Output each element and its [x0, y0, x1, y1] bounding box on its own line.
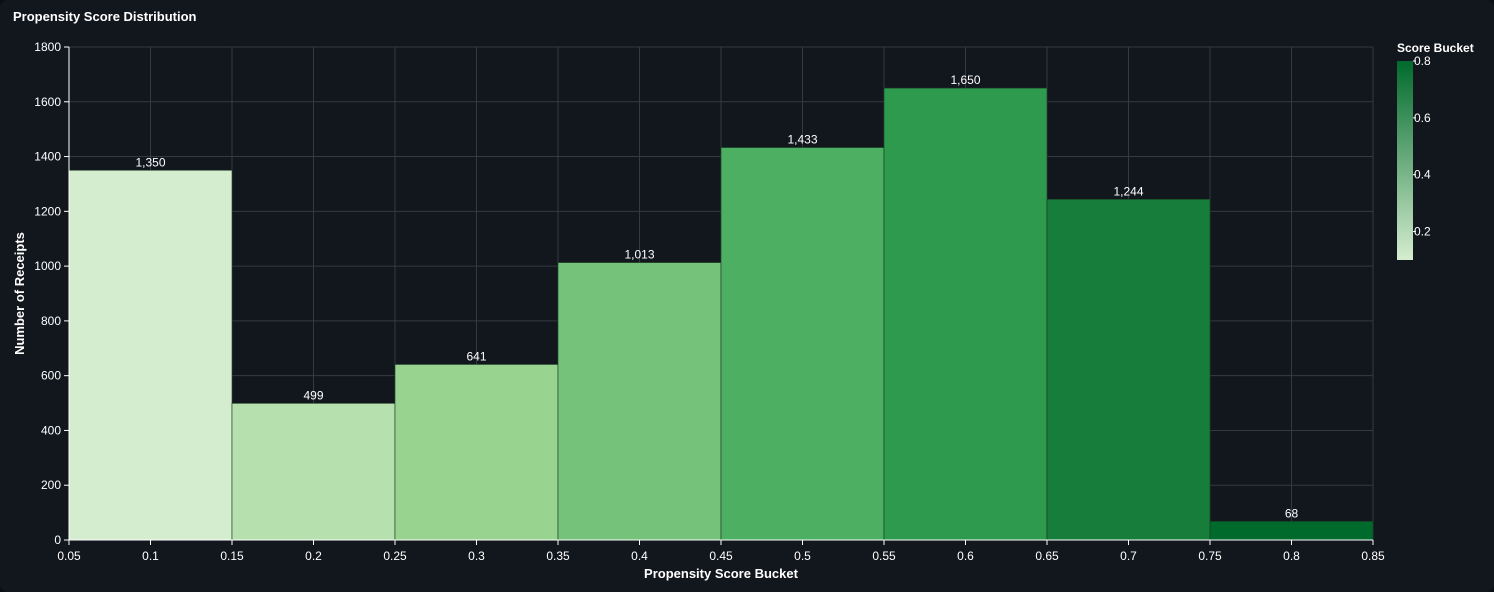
y-tick-label: 800 [41, 314, 61, 328]
legend-gradient-bar [1397, 61, 1413, 260]
y-tick-label: 1000 [34, 259, 61, 273]
x-tick-label: 0.25 [383, 549, 407, 563]
x-tick-label: 0.5 [794, 549, 811, 563]
legend-tick-label: 0.8 [1414, 54, 1431, 68]
legend-tick-label: 0.4 [1414, 168, 1431, 182]
color-legend: Score Bucket 0.2 0.4 0.6 0.8 [1397, 41, 1474, 260]
histogram-bar [1046, 198, 1211, 541]
y-tick-label: 1600 [34, 95, 61, 109]
x-tick-label: 0.35 [546, 549, 570, 563]
axes: 0 200 400 600 800 1000 1200 1400 1600 1800 0.05 0.1… [12, 40, 1385, 581]
bar-value-label: 641 [466, 349, 486, 363]
x-tick-label: 0.6 [957, 549, 974, 563]
y-tick-label: 600 [41, 369, 61, 383]
bar-value-label: 1,244 [1113, 184, 1143, 198]
histogram-bar [231, 403, 396, 541]
x-tick-label: 0.3 [468, 549, 485, 563]
y-tick-label: 1800 [34, 40, 61, 54]
x-tick-label: 0.55 [872, 549, 896, 563]
legend-tick-label: 0.6 [1414, 111, 1431, 125]
y-tick-label: 0 [54, 533, 61, 547]
y-tick-label: 200 [41, 478, 61, 492]
chart-title: Propensity Score Distribution [13, 9, 197, 24]
y-tick-label: 1200 [34, 204, 61, 218]
x-tick-label: 0.8 [1283, 549, 1300, 563]
histogram-bar [68, 169, 233, 541]
x-tick-label: 0.05 [57, 549, 81, 563]
bar-value-label: 1,433 [787, 133, 817, 147]
x-axis-title: Propensity Score Bucket [644, 566, 799, 581]
x-tick-label: 0.1 [142, 549, 159, 563]
histogram-bar [394, 364, 559, 541]
histogram-bar [720, 147, 885, 541]
y-tick-label: 400 [41, 423, 61, 437]
bar-value-label: 499 [303, 388, 323, 402]
histogram-bar [557, 262, 722, 541]
x-tick-label: 0.65 [1035, 549, 1059, 563]
bar-value-label: 68 [1285, 506, 1299, 520]
x-tick-label: 0.45 [709, 549, 733, 563]
legend-tick-label: 0.2 [1414, 225, 1431, 239]
x-tick-label: 0.7 [1120, 549, 1137, 563]
bar-value-label: 1,650 [950, 73, 980, 87]
x-tick-label: 0.2 [305, 549, 322, 563]
x-tick-label: 0.15 [220, 549, 244, 563]
histogram-bar [1209, 521, 1374, 541]
x-tick-label: 0.85 [1361, 549, 1385, 563]
bars: 1,350 499 641 1,013 1,433 1,650 1,244 68 [68, 73, 1374, 541]
legend-title: Score Bucket [1397, 41, 1474, 55]
x-tick-label: 0.75 [1198, 549, 1222, 563]
bar-value-label: 1,013 [624, 248, 654, 262]
x-tick-label: 0.4 [631, 549, 648, 563]
histogram-bar [883, 87, 1048, 541]
y-axis-title: Number of Receipts [12, 232, 27, 355]
y-tick-label: 1400 [34, 150, 61, 164]
bar-value-label: 1,350 [135, 155, 165, 169]
